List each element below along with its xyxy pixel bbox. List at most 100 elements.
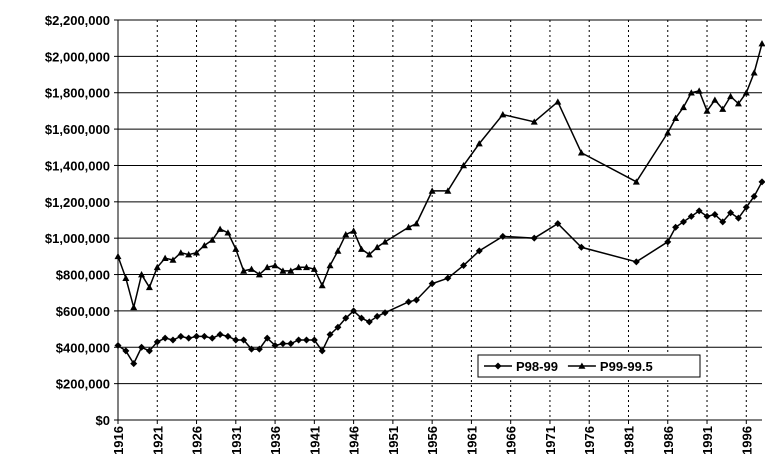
marker (279, 340, 287, 348)
x-tick-label: 1961 (464, 426, 479, 455)
marker (703, 212, 711, 220)
y-tick-label: $2,200,000 (45, 13, 110, 28)
y-tick-label: $2,000,000 (45, 49, 110, 64)
x-tick-label: 1956 (425, 426, 440, 455)
marker (711, 96, 719, 103)
marker (248, 265, 256, 272)
marker (412, 220, 420, 227)
marker (357, 314, 365, 322)
marker (750, 192, 758, 200)
x-tick-label: 1926 (190, 426, 205, 455)
marker (208, 236, 216, 243)
marker (185, 334, 193, 342)
marker (703, 107, 711, 114)
marker (310, 265, 318, 272)
marker (318, 281, 326, 289)
marker (373, 243, 381, 251)
x-tick-label: 1931 (229, 426, 244, 455)
marker (577, 243, 585, 251)
x-tick-label: 1936 (268, 426, 283, 455)
marker (357, 245, 365, 252)
marker (279, 267, 287, 274)
marker (177, 332, 185, 340)
marker (405, 223, 413, 231)
marker (271, 261, 279, 269)
marker (334, 247, 342, 254)
marker (475, 247, 483, 255)
marker (350, 227, 358, 234)
marker (734, 100, 742, 107)
y-tick-label: $0 (96, 413, 110, 428)
marker (381, 238, 389, 245)
series-line (117, 181, 763, 366)
x-tick-label: 1966 (504, 426, 519, 455)
marker (287, 340, 295, 348)
marker (554, 220, 562, 228)
marker (193, 332, 201, 340)
marker (161, 254, 169, 261)
x-tick-label: 1976 (582, 426, 597, 455)
marker (153, 338, 161, 346)
marker (224, 332, 232, 340)
marker (365, 251, 373, 258)
marker (255, 271, 263, 278)
marker (232, 336, 240, 344)
y-tick-label: $1,600,000 (45, 122, 110, 137)
marker (632, 178, 640, 185)
marker (318, 347, 326, 355)
x-tick-label: 1916 (111, 426, 126, 455)
marker (216, 225, 224, 232)
marker (185, 251, 193, 258)
marker (405, 298, 413, 306)
marker (326, 331, 334, 339)
marker (719, 218, 727, 226)
legend-label: P98-99 (516, 359, 558, 374)
marker (342, 314, 350, 322)
x-tick-label: 1921 (150, 426, 165, 455)
y-tick-label: $200,000 (56, 377, 110, 392)
x-tick-label: 1986 (661, 426, 676, 455)
marker (577, 149, 585, 156)
marker (428, 187, 436, 194)
marker (695, 87, 703, 94)
marker (412, 296, 420, 304)
y-tick-label: $400,000 (56, 340, 110, 355)
marker (342, 231, 350, 238)
marker (695, 207, 703, 215)
marker (232, 245, 240, 252)
marker (255, 345, 263, 353)
marker (271, 341, 279, 349)
marker (310, 336, 318, 344)
marker (114, 252, 122, 260)
marker (444, 274, 452, 282)
marker (263, 334, 271, 342)
marker (350, 307, 358, 315)
marker (679, 103, 687, 111)
y-tick-label: $600,000 (56, 304, 110, 319)
y-tick-label: $800,000 (56, 268, 110, 283)
x-tick-label: 1981 (621, 426, 636, 455)
marker (200, 332, 208, 340)
marker (672, 223, 680, 231)
y-tick-label: $1,000,000 (45, 231, 110, 246)
marker (161, 334, 169, 342)
x-tick-label: 1951 (386, 426, 401, 455)
x-tick-label: 1996 (739, 426, 754, 455)
marker (130, 303, 138, 311)
marker (494, 362, 502, 370)
marker (177, 249, 185, 256)
legend: P98-99 P99-99.5 (477, 354, 701, 378)
marker (169, 336, 177, 344)
y-tick-label: $1,400,000 (45, 158, 110, 173)
marker (302, 336, 310, 344)
marker (295, 263, 303, 271)
marker (240, 336, 248, 344)
marker (578, 362, 586, 369)
series-line (117, 43, 763, 308)
marker (719, 105, 727, 112)
marker (216, 331, 224, 339)
marker (240, 267, 248, 274)
marker (460, 161, 468, 169)
marker (444, 187, 452, 194)
